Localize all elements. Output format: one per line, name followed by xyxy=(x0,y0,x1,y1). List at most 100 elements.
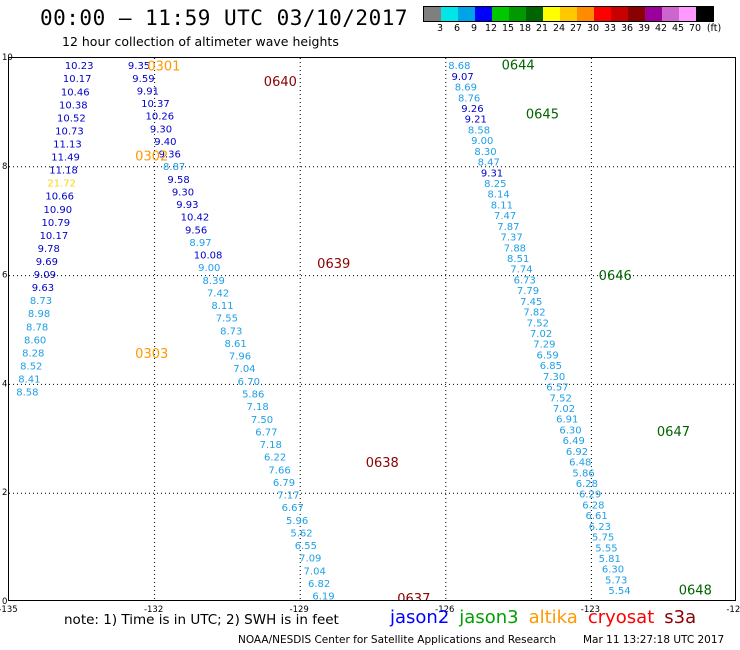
satellite-legend-item: altika xyxy=(528,607,578,628)
wave-height-value: 7.96 xyxy=(229,352,251,363)
satellite-legend: jason2 jason3 altika cryosat s3a xyxy=(390,607,706,628)
wave-height-value: 8.39 xyxy=(203,276,225,287)
wave-height-value: 8.47 xyxy=(478,158,500,169)
x-tick-label: -120 xyxy=(726,605,740,615)
wave-height-value: 8.58 xyxy=(16,388,38,399)
wave-height-value: 5.62 xyxy=(290,528,312,539)
wave-height-value: 9.26 xyxy=(461,104,483,115)
wave-height-value: 6.59 xyxy=(536,350,558,361)
legend-label: 45 xyxy=(671,23,685,34)
satellite-legend-item: jason2 xyxy=(390,607,450,628)
legend-label: 27 xyxy=(569,23,583,34)
legend-swatch xyxy=(509,7,526,21)
legend-swatch xyxy=(662,7,679,21)
wave-height-value: 7.52 xyxy=(527,318,549,329)
wave-height-value: 7.52 xyxy=(550,393,572,404)
wave-height-value: 7.87 xyxy=(497,222,519,233)
wave-height-value: 9.93 xyxy=(176,200,198,211)
wave-height-value: 8.87 xyxy=(163,162,185,173)
wave-height-value: 9.36 xyxy=(159,150,181,161)
legend-label: 30 xyxy=(586,23,600,34)
legend-swatch xyxy=(475,7,492,21)
wave-height-value: 10.79 xyxy=(42,218,71,229)
wave-height-value: 7.02 xyxy=(553,404,575,415)
wave-height-value: 10.17 xyxy=(40,231,69,242)
wave-height-value: 6.73 xyxy=(514,275,536,286)
pass-time-label: 0647 xyxy=(657,425,690,440)
legend-label: 36 xyxy=(620,23,634,34)
legend-unit: (ft) xyxy=(706,23,722,34)
legend-label: 42 xyxy=(654,23,668,34)
wave-height-value: 8.14 xyxy=(487,190,509,201)
wave-height-value: 8.28 xyxy=(22,348,44,359)
legend-label: 6 xyxy=(453,23,461,34)
wave-height-value: 21.72 xyxy=(47,179,76,190)
wave-height-value: 7.37 xyxy=(501,233,523,244)
wave-height-value: 9.31 xyxy=(481,168,503,179)
wave-height-value: 10.42 xyxy=(181,213,210,224)
wave-height-value: 10.23 xyxy=(65,61,94,72)
wave-height-value: 7.50 xyxy=(251,415,273,426)
wave-height-value: 9.69 xyxy=(36,257,58,268)
wave-height-value: 9.00 xyxy=(198,263,220,274)
wave-height-value: 8.78 xyxy=(26,322,48,333)
legend-swatch xyxy=(645,7,662,21)
wave-height-value: 6.48 xyxy=(569,458,591,469)
wave-height-value: 7.47 xyxy=(494,211,516,222)
color-scale-legend xyxy=(423,6,714,22)
wave-height-value: 6.28 xyxy=(576,479,598,490)
wave-height-value: 5.73 xyxy=(605,575,627,586)
wave-height-value: 6.22 xyxy=(264,453,286,464)
legend-label: 33 xyxy=(603,23,617,34)
wave-height-value: 9.58 xyxy=(167,175,189,186)
pass-time-label: 0648 xyxy=(679,584,712,599)
legend-label: 21 xyxy=(535,23,549,34)
wave-height-value: 9.78 xyxy=(38,244,60,255)
wave-height-value: 6.55 xyxy=(295,541,317,552)
wave-height-value: 8.25 xyxy=(484,179,506,190)
legend-swatch xyxy=(458,7,475,21)
wave-height-value: 6.85 xyxy=(540,361,562,372)
satellite-legend-item: cryosat xyxy=(587,607,655,628)
y-tick-label: 2 xyxy=(2,488,7,498)
satellite-legend-item: s3a xyxy=(664,607,697,628)
legend-swatch xyxy=(594,7,611,21)
legend-swatch xyxy=(679,7,696,21)
wave-height-value: 10.37 xyxy=(141,99,170,110)
wave-height-value: 8.68 xyxy=(448,61,470,72)
pass-time-label: 0646 xyxy=(599,269,632,284)
wave-height-value: 7.79 xyxy=(517,286,539,297)
legend-label: 15 xyxy=(501,23,515,34)
wave-height-value: 11.49 xyxy=(51,153,80,164)
wave-height-value: 9.00 xyxy=(471,136,493,147)
wave-height-value: 10.52 xyxy=(57,113,86,124)
wave-height-value: 7.55 xyxy=(216,314,238,325)
footer-credit: NOAA/NESDIS Center for Satellite Applica… xyxy=(238,634,556,646)
wave-height-value: 9.30 xyxy=(172,187,194,198)
legend-swatch xyxy=(628,7,645,21)
wave-height-value: 10.66 xyxy=(45,192,74,203)
wave-height-value: 7.17 xyxy=(277,491,299,502)
wave-height-value: 6.67 xyxy=(282,503,304,514)
legend-label: 9 xyxy=(470,23,478,34)
wave-height-value: 8.98 xyxy=(28,309,50,320)
wave-height-value: 5.54 xyxy=(608,586,630,597)
pass-time-label: 0639 xyxy=(317,257,350,272)
wave-height-value: 9.07 xyxy=(451,72,473,83)
legend-swatch xyxy=(577,7,594,21)
y-tick-label: 6 xyxy=(2,271,7,281)
footer-timestamp: Mar 11 13:27:18 UTC 2017 xyxy=(583,634,725,646)
wave-height-value: 8.97 xyxy=(189,238,211,249)
wave-height-value: 10.26 xyxy=(145,112,174,123)
wave-height-value: 8.69 xyxy=(455,83,477,94)
legend-swatch xyxy=(560,7,577,21)
legend-label: 18 xyxy=(518,23,532,34)
wave-height-value: 8.76 xyxy=(458,93,480,104)
wave-height-value: 9.63 xyxy=(32,283,54,294)
legend-swatch xyxy=(543,7,560,21)
wave-height-value: 10.38 xyxy=(59,100,88,111)
wave-height-value: 9.91 xyxy=(137,86,159,97)
legend-label: 24 xyxy=(552,23,566,34)
satellite-legend-item: jason3 xyxy=(459,607,519,628)
pass-time-label: 0640 xyxy=(264,75,297,90)
